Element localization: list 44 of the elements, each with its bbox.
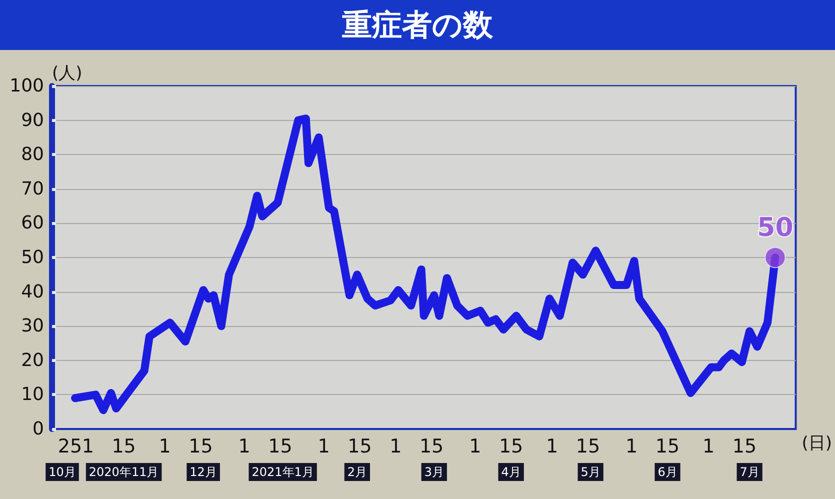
y-tick-label: 80 <box>21 144 44 166</box>
x-tick-label: 1 <box>158 436 171 458</box>
x-tick-label: 15 <box>188 436 213 458</box>
x2-tick-label: 5月 <box>580 465 600 479</box>
x2-tick-label: 2021年1月 <box>252 465 314 479</box>
y-tick-label: 100 <box>10 76 44 96</box>
y-axis-title: (人) <box>52 64 82 84</box>
x2-tick-label: 3月 <box>424 465 444 479</box>
x-tick-label: 1 <box>238 436 250 458</box>
x-tick-label: 1 <box>82 436 94 458</box>
y-tick-label: 0 <box>32 418 44 440</box>
x-tick-label: 1 <box>546 436 558 458</box>
x-tick-label: 1 <box>626 436 638 458</box>
x2-tick-label: 7月 <box>740 465 760 479</box>
x-tick-label: 15 <box>268 436 292 458</box>
x-tick-label: 15 <box>732 436 757 458</box>
x-tick-label: 15 <box>112 436 136 458</box>
x2-tick-label: 2020年11月 <box>88 465 159 479</box>
x-tick-label: 1 <box>702 436 715 458</box>
y-tick-label: 70 <box>21 178 44 200</box>
x2-tick-label: 12月 <box>190 465 217 479</box>
x-axis-title: (日) <box>802 434 832 454</box>
x2-tick-label: 10月 <box>48 465 76 479</box>
x-tick-label: 1 <box>390 436 402 458</box>
y-tick-label: 40 <box>21 281 44 302</box>
x-tick-label: 15 <box>655 436 680 458</box>
x-tick-label: 1 <box>318 436 330 458</box>
x2-tick-label: 2月 <box>347 465 368 479</box>
y-tick-label: 10 <box>21 384 44 406</box>
chart-title: 重症者の数 <box>0 0 835 50</box>
x-tick-label: 15 <box>348 436 372 458</box>
x2-tick-label: 4月 <box>501 465 521 479</box>
y-tick-label: 60 <box>21 212 44 234</box>
y-tick-label: 90 <box>21 110 44 131</box>
x-tick-label: 15 <box>576 436 600 458</box>
x-tick-label: 1 <box>469 436 482 458</box>
y-tick-label: 20 <box>21 350 44 371</box>
y-tick-label: 50 <box>21 247 44 268</box>
data-label: 50 <box>757 213 794 243</box>
y-tick-label: 30 <box>21 316 44 337</box>
x-tick-label: 25 <box>58 436 82 458</box>
x-tick-label: 15 <box>498 436 524 458</box>
x-tick-label: 15 <box>419 436 444 458</box>
x2-tick-label: 6月 <box>658 465 678 479</box>
